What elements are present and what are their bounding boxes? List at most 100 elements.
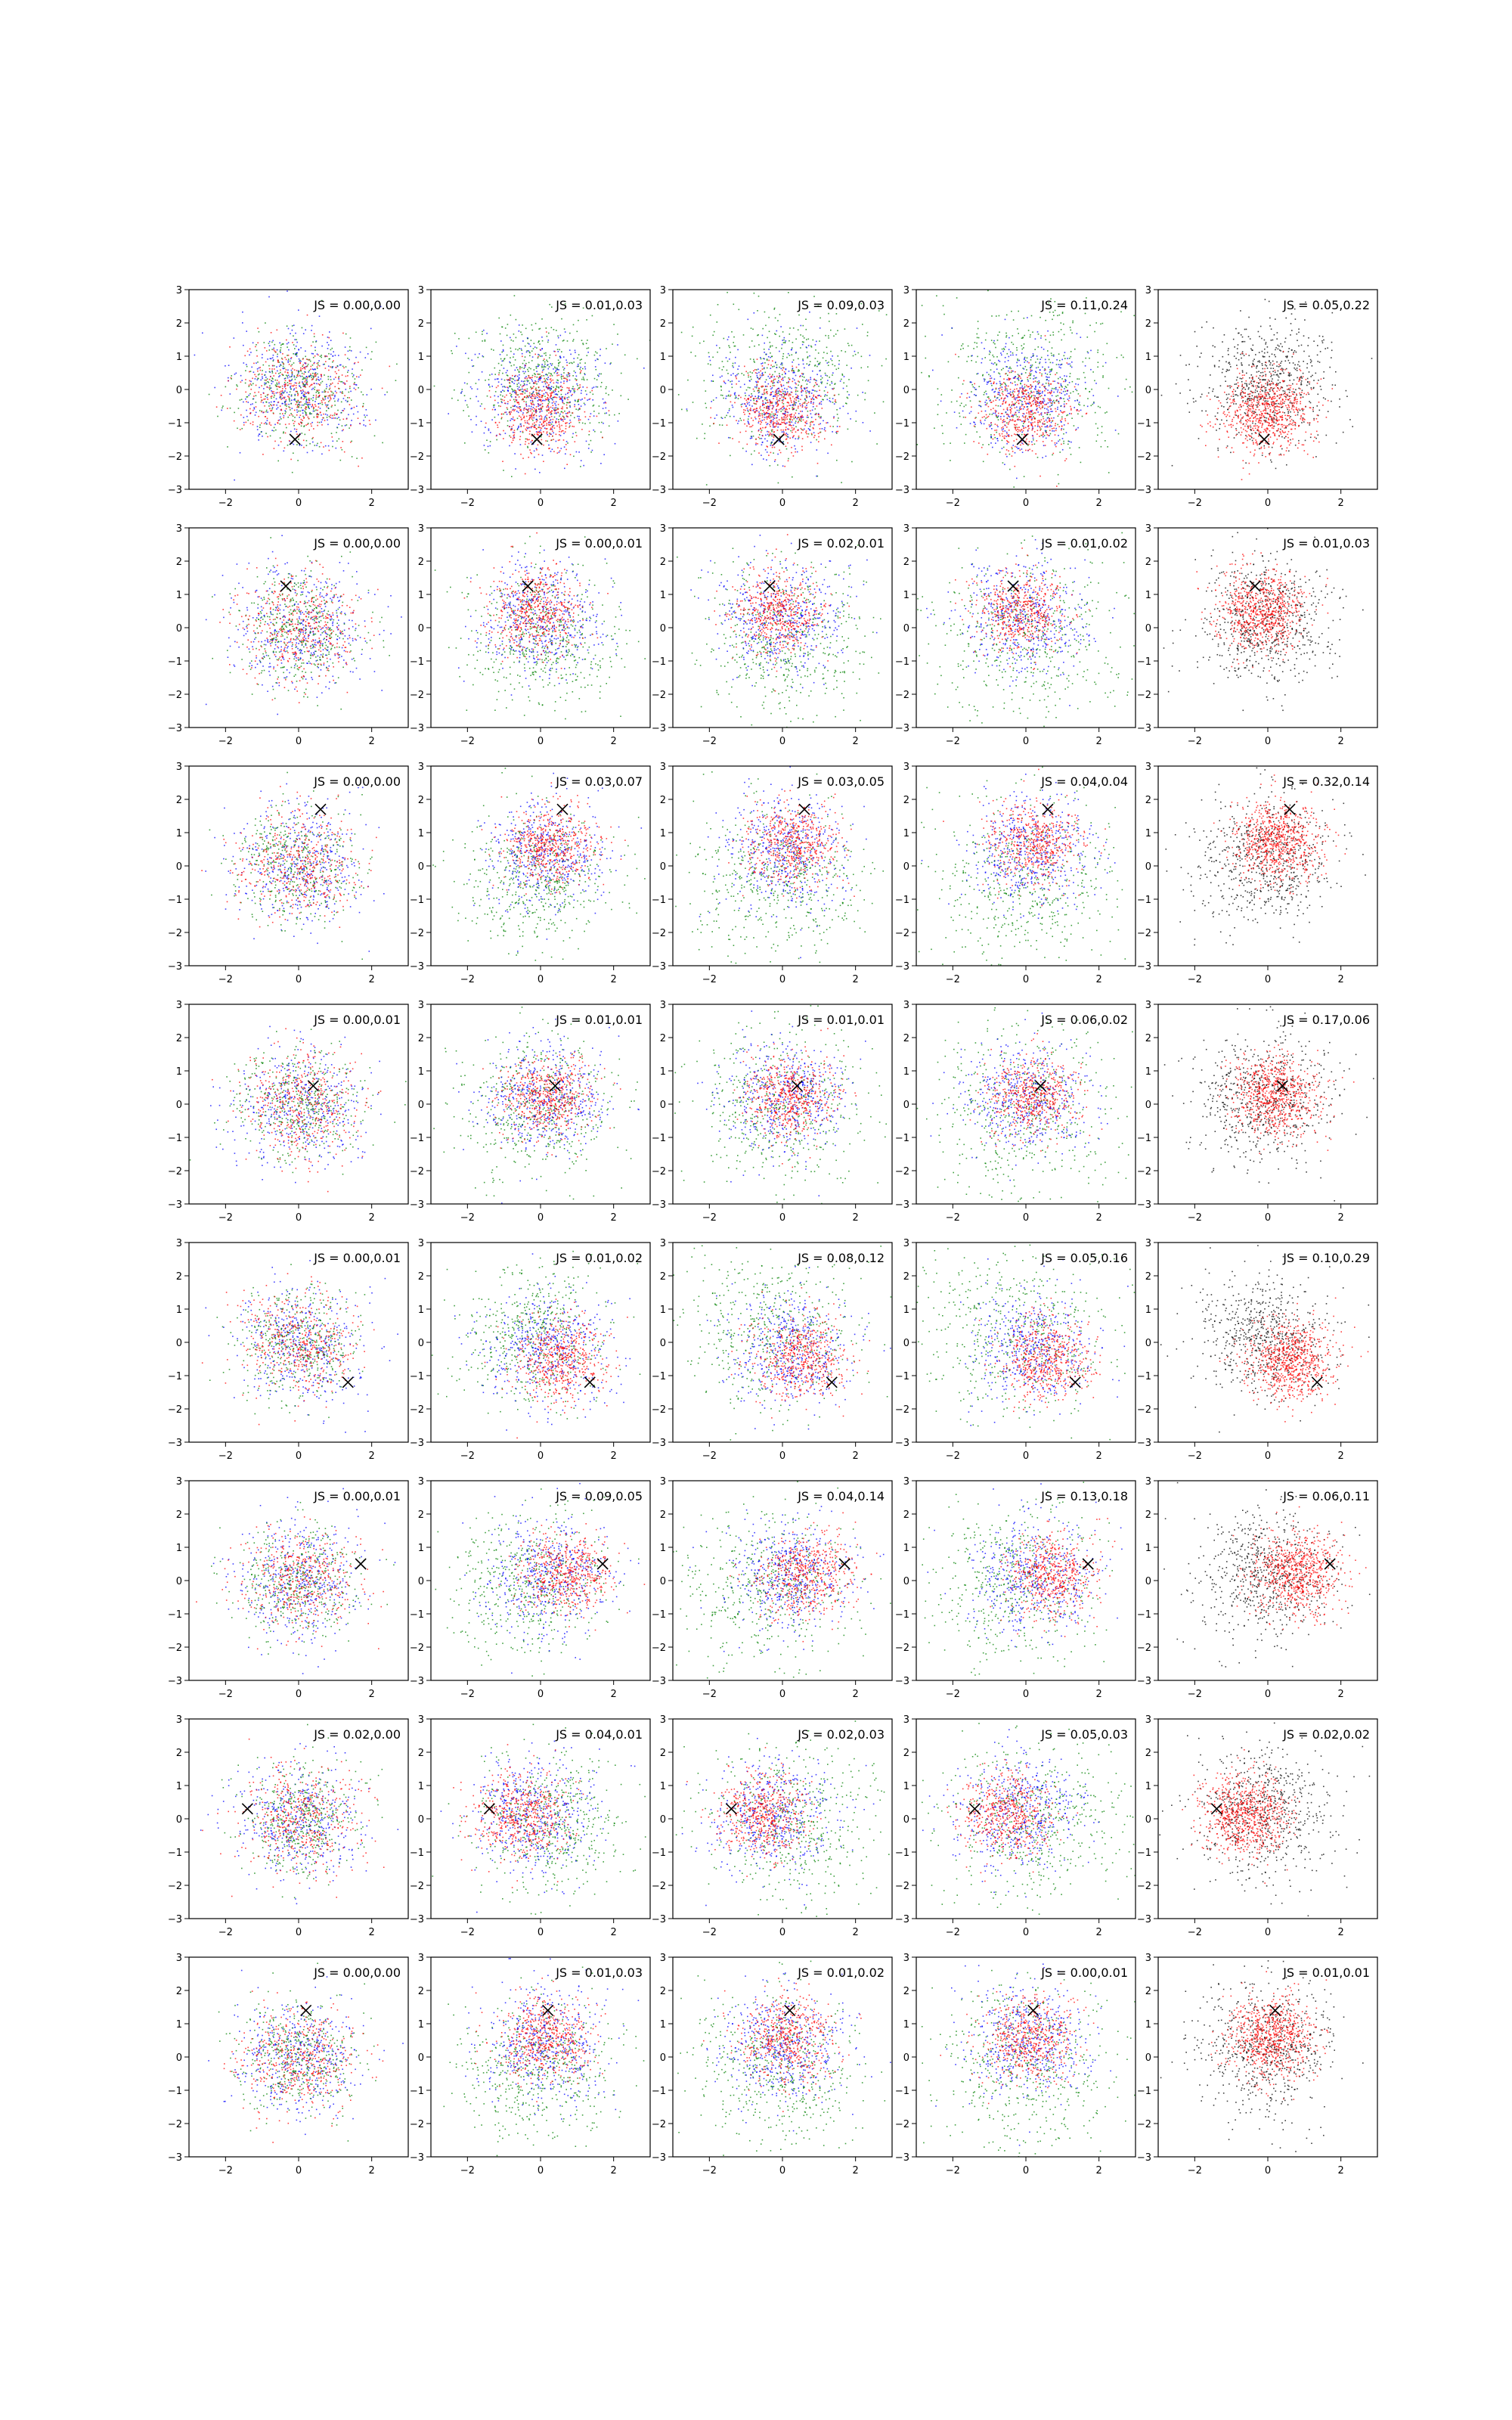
scatter-point [510, 413, 511, 414]
scatter-point [762, 405, 764, 406]
scatter-point [574, 405, 575, 408]
scatter-point [311, 383, 313, 386]
scatter-point [503, 438, 504, 439]
scatter-point [451, 397, 453, 399]
scatter-point [284, 424, 287, 426]
scatter-point [244, 355, 246, 357]
scatter-point [764, 407, 765, 408]
scatter-point [762, 362, 764, 364]
scatter-point [773, 406, 774, 408]
scatter-point [539, 343, 541, 345]
scatter-point [336, 417, 338, 420]
scatter-point [355, 384, 358, 386]
scatter-point [461, 389, 463, 390]
scatter-point [784, 410, 786, 412]
scatter-point [1050, 405, 1052, 406]
scatter-point [518, 425, 519, 427]
scatter-point [774, 426, 776, 428]
scatter-point [789, 424, 791, 426]
scatter-point [531, 360, 533, 361]
scatter-point [794, 445, 795, 447]
scatter-point [776, 430, 779, 431]
scatter-point [567, 411, 569, 414]
scatter-point [558, 421, 559, 423]
scatter-point [271, 392, 274, 394]
scatter-point [271, 341, 273, 343]
scatter-point [523, 389, 525, 391]
scatter-point [544, 363, 546, 365]
scatter-point [961, 345, 962, 346]
scatter-point [545, 355, 547, 356]
scatter-point [280, 346, 282, 349]
scatter-point [512, 418, 514, 420]
scatter-point [969, 400, 971, 402]
scatter-point [782, 353, 785, 355]
scatter-point [1000, 416, 1002, 417]
scatter-point [785, 368, 787, 371]
scatter-point [586, 379, 588, 380]
scatter-point [328, 389, 330, 390]
scatter-point [541, 337, 543, 338]
scatter-point [249, 380, 251, 382]
scatter-point [569, 379, 571, 381]
scatter-point [534, 397, 536, 399]
scatter-point [287, 374, 290, 377]
scatter-point [289, 376, 291, 378]
scatter-point [1051, 370, 1052, 371]
scatter-point [314, 368, 316, 370]
scatter-point [546, 414, 548, 416]
scatter-point [565, 444, 567, 445]
scatter-point [1003, 420, 1005, 423]
scatter-point [461, 390, 463, 392]
scatter-point [533, 417, 534, 419]
scatter-point [509, 385, 511, 386]
scatter-point [989, 359, 991, 361]
scatter-point [1061, 312, 1064, 313]
scatter-point [555, 412, 557, 414]
scatter-point [1100, 323, 1101, 325]
scatter-point [562, 406, 563, 408]
scatter-point [332, 366, 333, 368]
scatter-point [1064, 401, 1065, 402]
scatter-point [325, 396, 327, 397]
scatter-point [804, 367, 805, 369]
scatter-point [566, 379, 569, 381]
scatter-point [790, 391, 792, 393]
scatter-point [721, 375, 723, 377]
scatter-point [792, 370, 795, 371]
scatter-point [787, 411, 789, 414]
scatter-point [553, 372, 556, 374]
scatter-point [790, 416, 792, 417]
scatter-point [274, 372, 277, 374]
scatter-point [546, 410, 548, 412]
scatter-point [1085, 357, 1086, 359]
scatter-point [1029, 388, 1030, 389]
scatter-point [304, 384, 306, 386]
scatter-point [773, 415, 775, 417]
scatter-point [467, 406, 469, 408]
scatter-point [1018, 409, 1020, 411]
scatter-point [497, 427, 499, 428]
scatter-point [993, 378, 996, 380]
scatter-point [801, 432, 802, 434]
scatter-point [528, 377, 530, 379]
scatter-point [767, 375, 770, 377]
scatter-point [820, 423, 821, 425]
scatter-point [302, 377, 305, 379]
scatter-point [587, 399, 588, 401]
scatter-point [524, 366, 526, 368]
scatter-point [263, 411, 265, 413]
scatter-point [284, 386, 286, 388]
scatter-point [298, 309, 299, 311]
scatter-point [792, 436, 794, 438]
scatter-point [333, 351, 334, 352]
scatter-point [819, 370, 820, 372]
scatter-point [531, 439, 533, 442]
scatter-point [799, 376, 801, 377]
scatter-point [805, 430, 807, 432]
scatter-point [287, 327, 290, 330]
scatter-point [984, 380, 985, 382]
scatter-point [769, 424, 770, 426]
scatter-point [572, 388, 573, 389]
scatter-point [252, 398, 254, 400]
